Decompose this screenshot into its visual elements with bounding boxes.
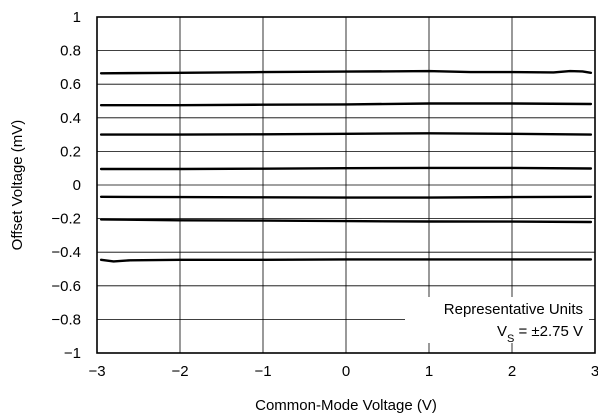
series-line-2 [99, 102, 593, 107]
y-tick-label: −0.8 [51, 311, 81, 328]
y-tick-label: −1 [64, 345, 81, 362]
y-tick-label: 1 [73, 9, 81, 26]
y-tick-label: 0.8 [60, 43, 81, 60]
series-line-1 [99, 69, 593, 75]
y-tick-label: 0.4 [60, 110, 81, 127]
annotation-box: Representative Units VS = ±2.75 V [405, 297, 589, 345]
y-axis-label: Offset Voltage (mV) [9, 120, 26, 251]
y-tick-label: −0.6 [51, 278, 81, 295]
series-line-7 [99, 258, 593, 263]
y-tick-label: 0.6 [60, 76, 81, 93]
y-tick-label: 0 [73, 177, 81, 194]
y-tick-label: −0.2 [51, 211, 81, 228]
y-tick-labels: −1 −0.8 −0.6 −0.4 −0.2 0 0.2 0.4 0.6 0.8 1 [51, 9, 81, 362]
series-line-3 [99, 132, 593, 136]
series-line-5 [99, 195, 593, 199]
x-tick-label: 0 [342, 363, 350, 380]
annotation-vs-prefix: V [497, 323, 507, 340]
annotation-vs-subscript: S [507, 333, 514, 345]
annotation-vs-suffix: = ±2.75 V [514, 323, 583, 340]
grid [97, 17, 595, 353]
series-group [99, 69, 593, 263]
y-tick-label: −0.4 [51, 244, 81, 261]
annotation-line2: VS = ±2.75 V [497, 323, 583, 345]
x-tick-label: 3 [591, 363, 598, 380]
x-axis-label: Common-Mode Voltage (V) [255, 397, 437, 414]
y-tick-label: 0.2 [60, 143, 81, 160]
annotation-background [405, 297, 589, 343]
x-tick-labels: −3 −2 −1 0 1 2 3 [88, 363, 598, 380]
x-tick-label: −3 [88, 363, 105, 380]
x-tick-label: −1 [254, 363, 271, 380]
series-line-4 [99, 166, 593, 171]
x-tick-label: 2 [508, 363, 516, 380]
plot-border [96, 16, 596, 354]
series-line-6 [99, 218, 593, 224]
x-tick-label: −2 [171, 363, 188, 380]
x-tick-label: 1 [425, 363, 433, 380]
annotation-line1: Representative Units [444, 301, 583, 318]
